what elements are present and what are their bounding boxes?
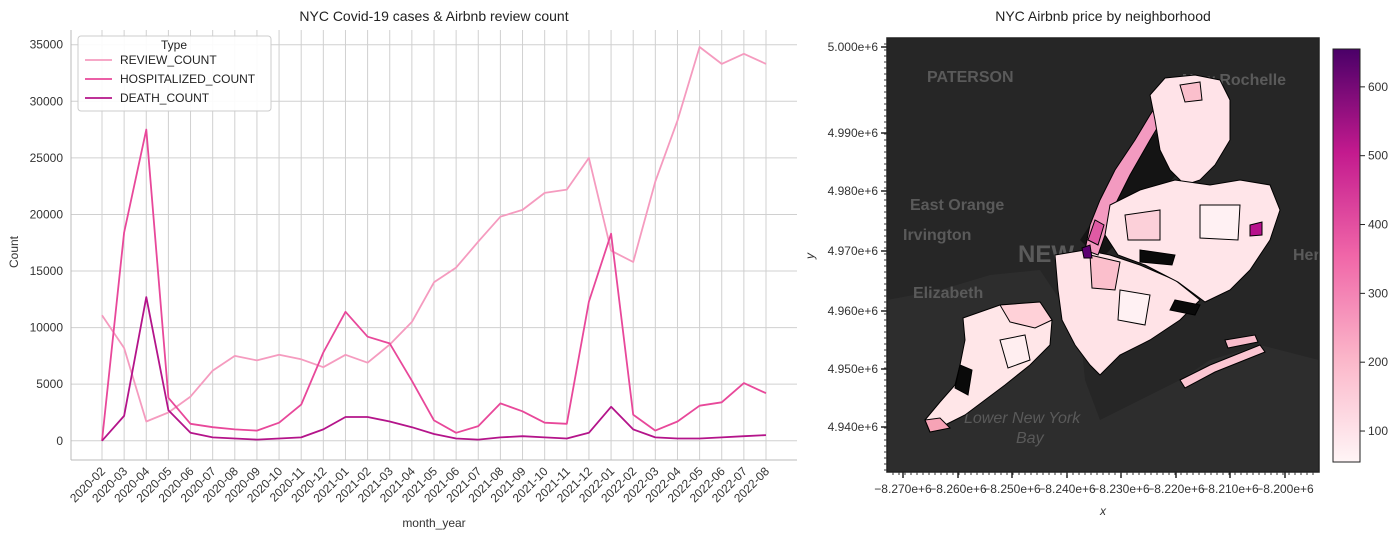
neighborhood-staten-2	[999, 334, 1031, 369]
colorbar-ticks: 600 500 400 300 200 100	[1360, 80, 1388, 438]
neighborhood-brooklyn-2	[1089, 254, 1121, 291]
basemap-label-paterson: PATERSON	[927, 69, 1014, 86]
legend-title: Type	[161, 38, 187, 52]
map-x-axis-label: x	[1099, 504, 1107, 518]
y-tick-label: 25000	[30, 151, 64, 165]
map-x-tick-label: −8.210e+6	[1201, 482, 1259, 496]
basemap-label-east-orange: East Orange	[910, 197, 1004, 214]
map-x-tick-label: −8.240e+6	[1038, 482, 1096, 496]
map-y-tick-label: 4.990e+6	[828, 126, 879, 140]
map-y-tick-label: 4.970e+6	[828, 244, 879, 258]
basemap-label-bay: Bay	[1016, 430, 1045, 447]
y-axis-label: Count	[7, 235, 21, 268]
basemap-label-her: Her	[1293, 247, 1320, 264]
map-chart-title: NYC Airbnb price by neighborhood	[995, 8, 1211, 24]
map-minor-ticks	[884, 43, 1314, 475]
line-chart-title: NYC Covid-19 cases & Airbnb review count	[299, 8, 568, 24]
legend-box	[77, 35, 272, 112]
map-x-tick-label: −8.270e+6	[874, 482, 932, 496]
neighborhood-staten-north	[999, 301, 1053, 329]
y-tick-label: 10000	[30, 321, 64, 335]
map-x-tick-label: −8.260e+6	[929, 482, 987, 496]
neighborhood-coney	[1179, 344, 1266, 389]
neighborhood-staten-south	[924, 417, 952, 433]
line-chart-panel: NYC Covid-19 cases & Airbnb review count…	[7, 8, 797, 530]
y-tick-label: 35000	[30, 38, 64, 52]
y-tick-label: 0	[56, 434, 63, 448]
y-tick-label: 20000	[30, 207, 64, 221]
map-y-tick-label: 4.960e+6	[828, 304, 879, 318]
neighborhood-brooklyn-3	[1117, 289, 1151, 326]
map-x-tick-label: −8.200e+6	[1256, 482, 1314, 496]
colorbar-tick-label: 600	[1368, 80, 1388, 94]
neighborhood-queens-2	[1124, 209, 1161, 241]
series-line-review-count	[101, 46, 767, 423]
x-tick-labels: 2020-022020-032020-042020-052020-062020-…	[67, 464, 772, 505]
legend-label: HOSPITALIZED_COUNT	[120, 72, 256, 86]
map-y-tick-label: 4.940e+6	[828, 420, 879, 434]
line-series-group	[101, 46, 767, 442]
line-chart-axes	[70, 30, 797, 461]
neighborhood-bronx-2	[1179, 81, 1203, 103]
map-x-tick-labels: −8.270e+6−8.260e+6−8.250e+6−8.240e+6−8.2…	[874, 472, 1314, 496]
series-line-death-count	[101, 296, 767, 442]
basemap-label-elizabeth: Elizabeth	[913, 285, 983, 302]
x-axis-label: month_year	[402, 516, 465, 530]
colorbar	[1332, 48, 1361, 463]
colorbar-tick-label: 300	[1368, 286, 1388, 300]
y-tick-label: 5000	[36, 377, 63, 391]
borough-bronx	[1149, 74, 1231, 186]
y-tick-label: 30000	[30, 94, 64, 108]
neighborhood-queens-dark-1	[1139, 249, 1176, 266]
neighborhood-queens-dark-2	[1169, 299, 1201, 316]
colorbar-tick-label: 200	[1368, 355, 1388, 369]
map-y-tick-label: 5.000e+6	[828, 40, 879, 54]
neighborhood-staten-black	[954, 364, 973, 396]
y-tick-labels: 0 5000 10000 15000 20000 25000 30000 35000	[30, 38, 64, 448]
colorbar-tick-label: 100	[1368, 424, 1388, 438]
map-y-tick-label: 4.950e+6	[828, 362, 879, 376]
map-x-tick-label: −8.230e+6	[1092, 482, 1150, 496]
neighborhood-queens-purple	[1249, 221, 1263, 237]
y-tick-label: 15000	[30, 264, 64, 278]
neighborhood-lower-manhattan	[1081, 244, 1093, 259]
neighborhood-rockaway	[1224, 334, 1259, 349]
map-y-tick-label: 4.980e+6	[828, 184, 879, 198]
legend: Type REVIEW_COUNT HOSPITALIZED_COUNT DEATH…	[77, 35, 272, 112]
map-x-tick-label: −8.250e+6	[983, 482, 1041, 496]
neighborhood-midtown	[1087, 219, 1105, 246]
legend-label: DEATH_COUNT	[120, 91, 210, 105]
map-x-tick-label: −8.220e+6	[1147, 482, 1205, 496]
map-y-axis-label: y	[803, 252, 817, 260]
map-chart-panel: NYC Airbnb price by neighborhood PATERSO…	[803, 8, 1388, 518]
neighborhood-polygons	[924, 74, 1281, 433]
legend-label: REVIEW_COUNT	[120, 53, 217, 67]
colorbar-tick-label: 500	[1368, 149, 1388, 163]
basemap-label-irvington: Irvington	[903, 227, 971, 244]
neighborhood-queens-3	[1199, 204, 1241, 241]
basemap-label-lower-new-york: Lower New York	[964, 410, 1081, 427]
map-y-tick-labels: 5.000e+6 4.990e+6 4.980e+6 4.970e+6 4.960e+6…	[828, 40, 887, 434]
colorbar-tick-label: 400	[1368, 218, 1388, 232]
legend-entries: REVIEW_COUNT HOSPITALIZED_COUNT DEATH_COUN…	[85, 53, 256, 105]
